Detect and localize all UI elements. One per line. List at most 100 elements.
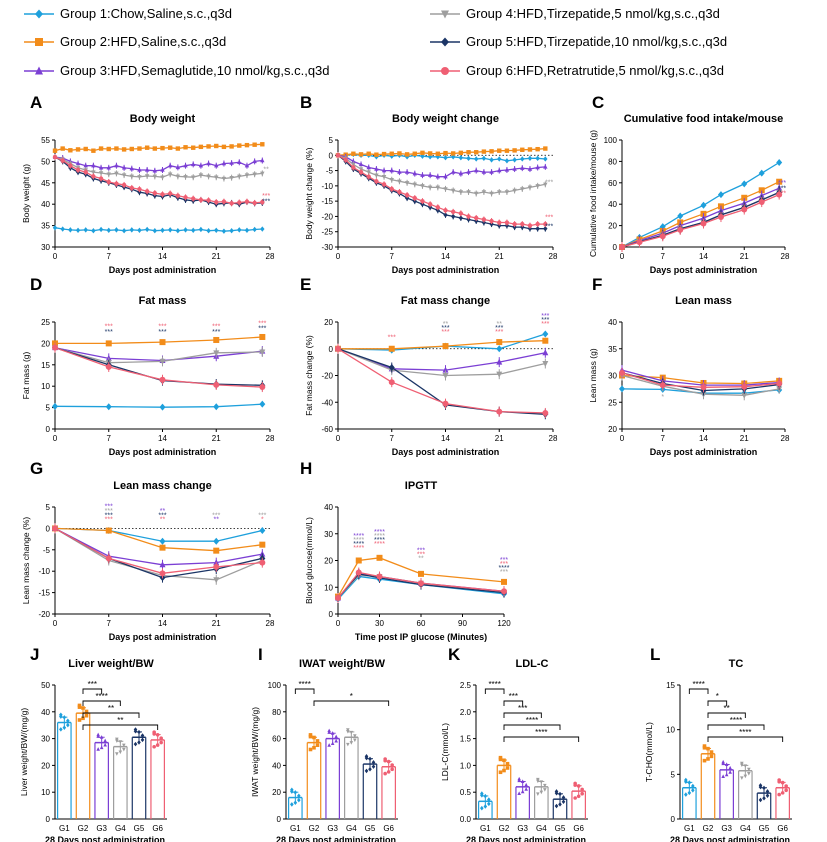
bar-g4 xyxy=(344,728,359,819)
y-tick-label: -5 xyxy=(43,546,51,555)
significance-label: *** xyxy=(212,329,220,336)
data-point xyxy=(558,791,562,797)
x-tick-label: 120 xyxy=(497,619,511,628)
legend-label: Group 1:Chow,Saline,s.c.,q3d xyxy=(60,6,232,21)
data-point xyxy=(290,802,294,807)
bracket-line xyxy=(707,724,765,730)
data-point xyxy=(371,760,376,765)
data-point xyxy=(520,147,525,152)
y-axis-label: Lean mass change (%) xyxy=(21,517,31,605)
data-point xyxy=(84,709,89,714)
legend-marker-icon xyxy=(430,10,460,18)
data-point xyxy=(114,227,119,233)
significance-label: *** xyxy=(105,517,113,524)
x-tick-label: G2 xyxy=(309,824,320,833)
data-point xyxy=(619,385,625,393)
data-point xyxy=(198,226,204,233)
data-point xyxy=(62,715,67,720)
x-tick-label: G1 xyxy=(480,824,491,833)
y-tick-label: -5 xyxy=(326,167,334,176)
significance-label: *** xyxy=(105,329,113,336)
series-g5 xyxy=(52,523,266,583)
data-point xyxy=(741,383,748,390)
data-point xyxy=(121,173,127,178)
significance-label: ** xyxy=(724,704,730,713)
bar-g1 xyxy=(682,777,697,819)
data-point xyxy=(505,766,510,770)
data-point xyxy=(83,146,88,152)
data-point xyxy=(103,742,107,747)
y-tick-label: 1.5 xyxy=(460,735,472,744)
significance-label: *** xyxy=(545,224,553,231)
data-point xyxy=(481,190,487,195)
data-point xyxy=(659,233,666,240)
x-tick-label: G5 xyxy=(134,824,145,833)
data-point xyxy=(106,172,111,177)
data-point xyxy=(758,199,765,206)
significance-bracket: *** xyxy=(82,680,103,694)
significance-label: * xyxy=(716,692,719,701)
data-point xyxy=(198,144,204,150)
panel-letter: D xyxy=(30,275,42,294)
data-point xyxy=(330,741,335,746)
data-point xyxy=(481,217,487,222)
y-tick-label: -30 xyxy=(321,243,333,252)
data-point xyxy=(397,179,402,184)
y-tick-label: -10 xyxy=(38,567,50,576)
y-tick-label: -20 xyxy=(38,610,50,619)
x-tick-label: 7 xyxy=(661,252,666,261)
data-point xyxy=(765,793,770,798)
data-point xyxy=(536,779,540,784)
data-point xyxy=(576,794,581,799)
data-point xyxy=(450,209,456,215)
bar-g6 xyxy=(571,781,586,819)
data-point xyxy=(427,151,433,156)
data-point xyxy=(159,376,166,383)
significance-label: *** xyxy=(500,569,508,576)
data-point xyxy=(706,757,710,761)
y-tick-label: 0 xyxy=(329,151,334,160)
data-point xyxy=(140,737,145,743)
bracket-line xyxy=(294,688,315,694)
data-point xyxy=(297,797,301,803)
y-tick-label: 1.0 xyxy=(460,761,472,770)
series-g6 xyxy=(619,189,783,252)
significance-label: **** xyxy=(374,541,385,548)
significance-label: *** xyxy=(158,329,166,336)
x-tick-label: 14 xyxy=(158,252,167,261)
data-point xyxy=(83,227,88,233)
data-point xyxy=(327,730,331,734)
data-point xyxy=(91,148,96,153)
series-line xyxy=(337,154,546,178)
data-point xyxy=(458,211,464,216)
data-point xyxy=(335,153,341,158)
y-tick-label: 20 xyxy=(608,425,617,434)
data-point xyxy=(527,155,533,162)
data-point xyxy=(561,799,566,805)
data-point xyxy=(386,759,391,764)
x-tick-label: G5 xyxy=(555,824,566,833)
series-line xyxy=(338,340,546,350)
series-g6 xyxy=(52,154,265,207)
data-point xyxy=(517,791,521,796)
data-point xyxy=(349,741,354,745)
series-g1 xyxy=(52,225,265,234)
series-line xyxy=(54,227,263,232)
data-point xyxy=(60,158,65,163)
data-point xyxy=(520,165,525,170)
x-tick-label: 90 xyxy=(458,619,467,628)
data-point xyxy=(297,793,301,799)
data-point xyxy=(137,167,142,172)
data-point xyxy=(366,151,371,156)
x-tick-label: 0 xyxy=(53,252,58,261)
y-tick-label: 0.0 xyxy=(460,815,472,824)
data-point xyxy=(374,179,379,184)
data-point xyxy=(481,155,487,162)
data-point xyxy=(404,152,410,157)
chart-title: Lean mass change xyxy=(113,480,211,492)
panel-letter: B xyxy=(300,93,312,112)
x-tick-label: 7 xyxy=(390,434,395,443)
data-point xyxy=(466,169,471,174)
data-point xyxy=(91,174,96,179)
significance-label: **** xyxy=(526,716,538,725)
